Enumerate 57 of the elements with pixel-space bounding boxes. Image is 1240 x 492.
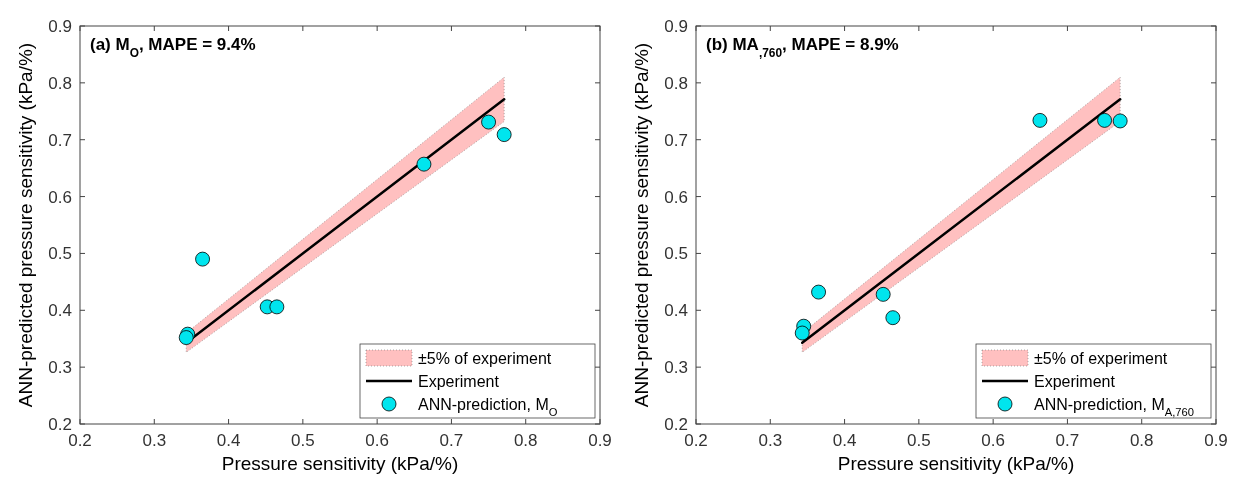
x-tick-label: 0.2: [68, 431, 92, 450]
x-axis-title: Pressure sensitivity (kPa/%): [837, 453, 1075, 474]
text: (a) M$_{O}$, MAPE = 9.4%: [90, 35, 256, 60]
point: [481, 114, 496, 130]
y-tick-label: 0.7: [664, 130, 688, 150]
x-tick-label: 0.6: [365, 431, 389, 450]
x-tick-label: 0.8: [1129, 431, 1154, 450]
y-tick-label: 0.8: [664, 73, 688, 93]
y-tick-label: 0.6: [664, 187, 688, 207]
y-tick-label: 0.4: [48, 301, 72, 321]
x-tick-label: 0.9: [588, 431, 612, 450]
point: [416, 156, 432, 172]
x-tick-label: 0.5: [907, 431, 931, 450]
annotation: ±5% of experiment: [418, 349, 552, 367]
point: [1032, 112, 1048, 128]
x-axis-title: Pressure sensitivity (kPa/%): [221, 453, 459, 474]
point: [875, 286, 891, 302]
y-tick-label: 0.9: [48, 16, 72, 36]
y-tick-label: 0.3: [48, 358, 72, 378]
legend-label: ANN-prediction, M$_{A,760}$: [1034, 395, 1194, 418]
y-tick-label: 0.8: [48, 73, 72, 93]
point: [1112, 113, 1128, 129]
point: [794, 325, 810, 341]
legend-label: ANN-prediction, M$_{O}$: [418, 395, 558, 418]
y-axis-title: ANN-predicted pressure sensitivity (kPa/%): [15, 42, 36, 408]
y-tick-label: 0.9: [664, 16, 688, 36]
legend-label: Experiment: [1034, 372, 1116, 390]
x-tick-label: 0.3: [758, 431, 783, 450]
x-tick-label: 0.3: [142, 431, 167, 450]
point: [811, 284, 826, 300]
x-tick-label: 0.4: [832, 431, 857, 450]
x-tick-label: 0.2: [684, 431, 708, 450]
point: [178, 330, 194, 345]
x-tick-label: 0.6: [981, 431, 1005, 450]
y-tick-label: 0.6: [48, 187, 72, 207]
point: [885, 310, 901, 326]
point: [269, 299, 285, 315]
y-tick-label: 0.5: [664, 244, 688, 264]
x-tick-label: 0.9: [1204, 431, 1228, 450]
point: [1097, 112, 1112, 128]
y-tick-label: 0.4: [664, 301, 688, 321]
y-axis-title: ANN-predicted pressure sensitivity (kPa/%): [631, 42, 652, 408]
text: (b) MA$_{,760}$, MAPE = 8.9%: [706, 35, 899, 60]
point: [496, 127, 512, 142]
x-tick-label: 0.8: [513, 431, 538, 450]
y-tick-label: 0.2: [664, 414, 688, 434]
point: [195, 251, 210, 267]
y-tick-label: 0.2: [48, 414, 72, 434]
x-tick-label: 0.7: [439, 431, 464, 450]
legend-label: Experiment: [418, 372, 500, 390]
x-tick-label: 0.5: [291, 431, 315, 450]
y-tick-label: 0.5: [48, 244, 72, 264]
y-tick-label: 0.7: [48, 130, 72, 150]
x-tick-label: 0.4: [216, 431, 241, 450]
annotation: ±5% of experiment: [1034, 349, 1168, 367]
x-tick-label: 0.7: [1055, 431, 1080, 450]
y-tick-label: 0.3: [664, 358, 688, 378]
